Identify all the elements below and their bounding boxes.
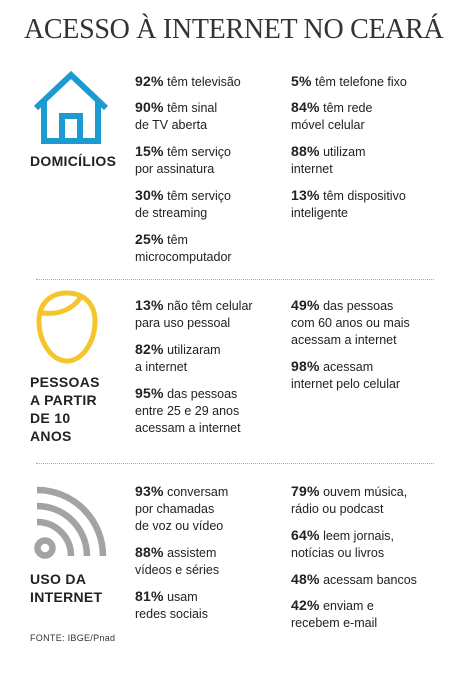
section-label: DOMICÍLIOS xyxy=(30,153,117,169)
stat-item: 81% usam redes sociais xyxy=(135,588,208,621)
stat-item: 5% têm telefone fixo xyxy=(291,73,407,89)
stat-item: 92% têm televisão xyxy=(135,73,241,89)
source-note: FONTE: IBGE/Pnad xyxy=(30,633,116,643)
person-head-icon xyxy=(36,290,98,364)
stat-item: 30% têm serviço de streaming xyxy=(135,187,232,220)
section-divider xyxy=(36,279,434,280)
stat-item: 64% leem jornais, notícias ou livros xyxy=(291,527,394,560)
stat-item: 13% têm dispositivo inteligente xyxy=(291,187,406,220)
section-label: PESSOAS A PARTIR DE 10 ANOS xyxy=(30,374,100,444)
stat-item: 98% acessam internet pelo celular xyxy=(291,358,401,391)
stat-item: 88% utilizam internet xyxy=(291,143,366,176)
house-icon xyxy=(33,70,109,144)
stat-item: 79% ouvem música, rádio ou podcast xyxy=(291,483,408,516)
stat-item: 88% assistem vídeos e séries xyxy=(135,544,220,577)
stat-item: 95% das pessoas entre 25 e 29 anos acess… xyxy=(135,385,241,435)
stat-item: 15% têm serviço por assinatura xyxy=(135,143,232,176)
wifi-signal-icon xyxy=(34,486,107,559)
stat-item: 25% têm microcomputador xyxy=(135,231,232,264)
stat-item: 42% enviam e recebem e-mail xyxy=(291,597,378,630)
stat-item: 90% têm sinal de TV aberta xyxy=(135,99,218,132)
section-label: USO DA INTERNET xyxy=(30,571,103,605)
stat-item: 48% acessam bancos xyxy=(291,571,417,587)
stat-item: 84% têm rede móvel celular xyxy=(291,99,373,132)
stat-item: 13% não têm celular para uso pessoal xyxy=(135,297,253,330)
page-title: ACESSO À INTERNET NO CEARÁ xyxy=(24,14,444,45)
stat-item: 82% utilizaram a internet xyxy=(135,341,221,374)
stat-item: 93% conversam por chamadas de voz ou víd… xyxy=(135,483,229,533)
stat-item: 49% das pessoas com 60 anos ou mais aces… xyxy=(291,297,410,347)
section-divider xyxy=(36,463,434,464)
